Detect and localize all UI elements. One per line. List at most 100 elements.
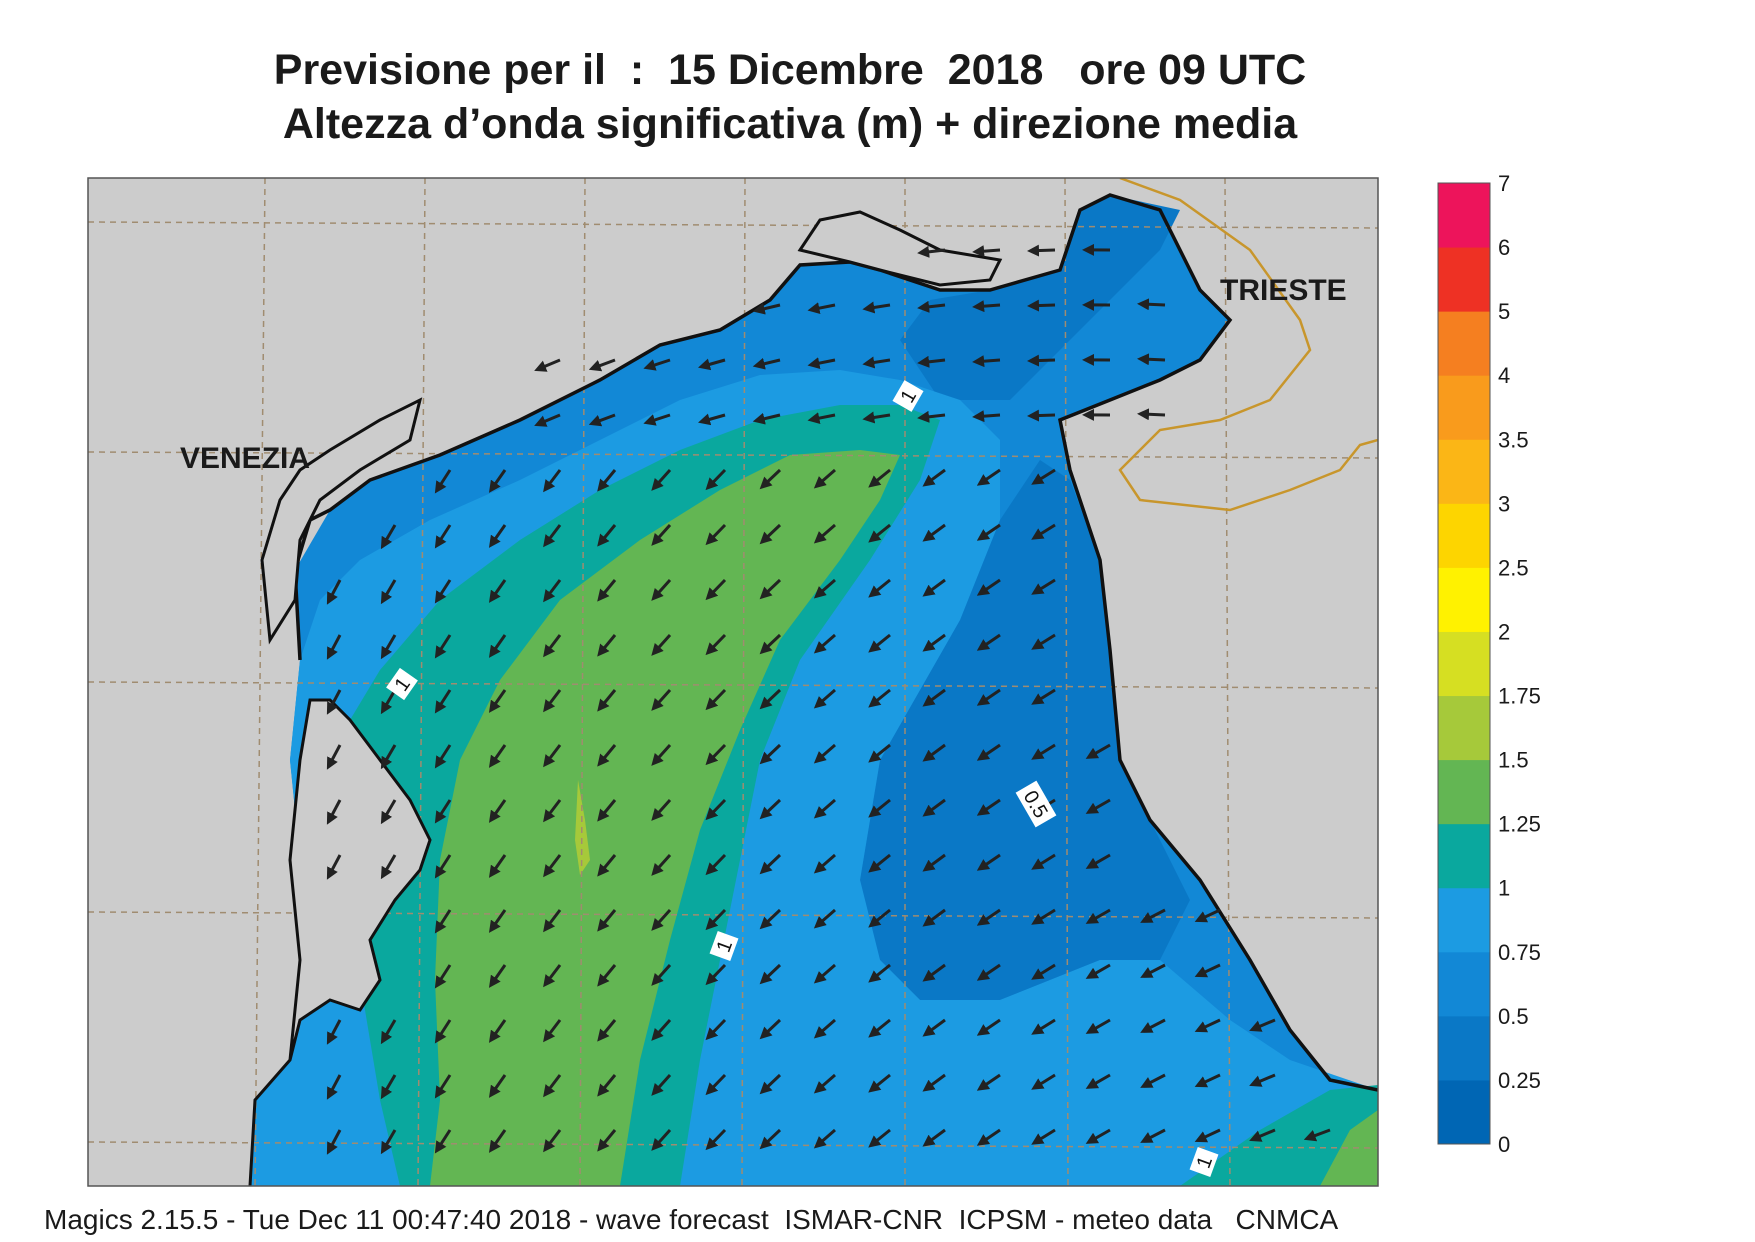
direction-arrow bbox=[651, 798, 672, 821]
direction-arrow bbox=[868, 468, 891, 488]
legend-label: 2 bbox=[1498, 619, 1510, 644]
direction-arrow bbox=[1031, 468, 1056, 485]
direction-arrow bbox=[752, 412, 781, 425]
grado-lagoon bbox=[797, 210, 1003, 287]
direction-arrow bbox=[813, 908, 836, 929]
legend-label: 1 bbox=[1498, 876, 1510, 901]
direction-arrow bbox=[543, 799, 562, 823]
direction-arrow bbox=[813, 743, 836, 764]
direction-arrow bbox=[705, 798, 727, 821]
direction-arrow bbox=[705, 908, 727, 931]
direction-arrow bbox=[651, 578, 672, 601]
direction-arrow bbox=[597, 964, 617, 987]
contour-label: 1 bbox=[892, 380, 924, 412]
direction-arrow bbox=[813, 798, 836, 819]
direction-arrow bbox=[488, 1129, 507, 1153]
direction-arrow bbox=[862, 301, 891, 314]
direction-arrow bbox=[651, 523, 672, 546]
direction-arrow bbox=[868, 688, 891, 708]
direction-arrow bbox=[651, 853, 672, 876]
direction-arrow bbox=[1194, 908, 1221, 923]
direction-arrow bbox=[922, 908, 946, 927]
direction-arrow bbox=[705, 743, 727, 766]
direction-arrow bbox=[917, 410, 946, 423]
direction-arrow bbox=[488, 689, 507, 713]
direction-arrow bbox=[976, 1018, 1001, 1036]
direction-arrow bbox=[488, 964, 507, 988]
direction-arrow bbox=[972, 410, 1001, 423]
direction-arrow bbox=[759, 688, 782, 710]
direction-arrow bbox=[1085, 743, 1111, 759]
legend-label: 7 bbox=[1498, 171, 1510, 196]
direction-arrow bbox=[488, 634, 507, 658]
direction-arrow bbox=[813, 633, 836, 654]
forecast-subtitle: Altezza d’onda significativa (m) + direz… bbox=[282, 100, 1298, 148]
direction-arrow bbox=[326, 689, 342, 715]
direction-arrow bbox=[488, 854, 507, 878]
direction-arrow bbox=[434, 579, 452, 604]
direction-arrow bbox=[976, 798, 1001, 816]
direction-arrow bbox=[813, 1018, 836, 1039]
direction-arrow bbox=[705, 1073, 727, 1096]
direction-arrow bbox=[759, 633, 782, 655]
direction-arrow bbox=[543, 1074, 562, 1098]
legend-label: 5 bbox=[1498, 299, 1510, 324]
direction-arrow bbox=[1027, 409, 1056, 422]
direction-arrow bbox=[1194, 1073, 1221, 1088]
direction-arrow bbox=[651, 963, 672, 986]
direction-arrow bbox=[976, 853, 1001, 871]
direction-arrow bbox=[972, 355, 1001, 368]
direction-arrow bbox=[434, 469, 452, 494]
direction-arrow bbox=[380, 744, 397, 770]
direction-arrow bbox=[543, 744, 562, 768]
direction-arrow bbox=[1085, 908, 1111, 924]
legend-label: 4 bbox=[1498, 363, 1510, 388]
direction-arrow bbox=[588, 413, 616, 427]
direction-arrow bbox=[597, 1019, 617, 1042]
direction-arrow bbox=[813, 688, 836, 709]
wave-direction-arrows bbox=[326, 243, 1331, 1155]
direction-arrow bbox=[597, 689, 617, 712]
direction-arrow bbox=[705, 578, 727, 601]
legend-label: 0 bbox=[1498, 1132, 1510, 1157]
direction-arrow bbox=[976, 908, 1001, 926]
direction-arrow bbox=[1194, 1128, 1221, 1143]
direction-arrow bbox=[651, 1073, 672, 1096]
direction-arrow bbox=[543, 1019, 562, 1043]
direction-arrow bbox=[543, 909, 562, 933]
direction-arrow bbox=[705, 1128, 727, 1151]
legend-swatch bbox=[1438, 567, 1490, 632]
direction-arrow bbox=[972, 300, 1001, 313]
direction-arrow bbox=[972, 245, 1001, 258]
sea-low-east bbox=[900, 195, 1180, 400]
direction-arrow bbox=[534, 358, 561, 372]
direction-arrow bbox=[759, 1018, 782, 1040]
direction-arrow bbox=[1031, 1018, 1056, 1035]
direction-arrow bbox=[705, 633, 727, 656]
direction-arrow bbox=[534, 413, 561, 427]
direction-arrow bbox=[488, 524, 507, 548]
map-frame bbox=[87, 177, 1379, 1187]
direction-arrow bbox=[1031, 688, 1056, 705]
direction-arrow bbox=[543, 1129, 562, 1153]
direction-arrow bbox=[1031, 523, 1056, 540]
legend-swatch bbox=[1438, 695, 1490, 761]
direction-arrow bbox=[651, 743, 672, 766]
direction-arrow bbox=[326, 1019, 342, 1045]
direction-arrow bbox=[651, 633, 672, 656]
footer-credits: Magics 2.15.5 - Tue Dec 11 00:47:40 2018… bbox=[44, 1204, 1339, 1235]
direction-arrow bbox=[759, 468, 782, 490]
contour-label: 1 bbox=[1189, 1146, 1219, 1178]
legend-label: 0.25 bbox=[1498, 1068, 1541, 1093]
direction-arrow bbox=[543, 579, 562, 603]
direction-arrow bbox=[434, 799, 452, 824]
direction-arrow bbox=[597, 854, 617, 877]
direction-arrow bbox=[813, 963, 836, 984]
city-label-venezia: VENEZIA bbox=[180, 442, 310, 475]
direction-arrow bbox=[643, 358, 671, 371]
direction-arrow bbox=[488, 799, 507, 823]
direction-arrow bbox=[434, 854, 452, 879]
legend-label: 2.5 bbox=[1498, 555, 1529, 580]
direction-arrow bbox=[868, 1073, 891, 1093]
